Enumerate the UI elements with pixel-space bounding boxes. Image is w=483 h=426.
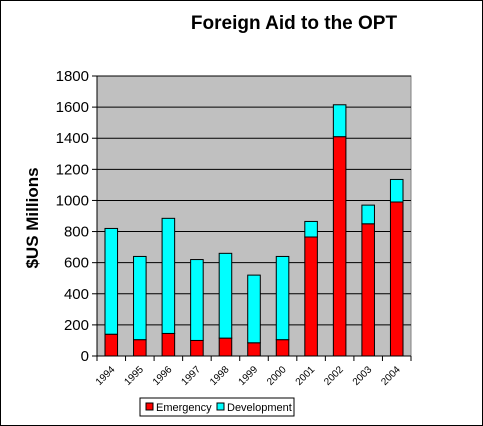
y-tick-label: 0 <box>81 348 89 365</box>
y-tick-label: 600 <box>64 255 89 272</box>
x-tick-label: 1996 <box>151 364 175 388</box>
legend-swatch-emergency <box>145 402 154 411</box>
legend-label-emergency: Emergency <box>156 402 212 414</box>
legend-label-development: Development <box>227 402 292 414</box>
y-tick-label: 800 <box>64 224 89 241</box>
x-tick-label: 1997 <box>180 364 204 388</box>
bar-emergency <box>332 136 347 357</box>
x-tick-label: 2003 <box>351 364 375 388</box>
bar-development <box>361 204 375 225</box>
bar-emergency <box>247 342 261 357</box>
x-tick-label: 1999 <box>237 364 261 388</box>
x-tick-label: 2000 <box>265 364 289 388</box>
y-tick-label: 1800 <box>56 68 89 85</box>
y-axis-label: $US Millions <box>23 167 42 268</box>
x-tick-label: 2004 <box>379 364 403 388</box>
x-tick-label: 2001 <box>294 364 318 388</box>
y-tick-label: 1600 <box>56 99 89 116</box>
bar-development <box>104 227 119 335</box>
y-tick-label: 400 <box>64 286 89 303</box>
bar-development <box>161 217 176 334</box>
x-tick-label: 2002 <box>322 364 346 388</box>
legend-swatch-development <box>216 402 225 411</box>
chart-title: Foreign Aid to the OPT <box>191 13 398 34</box>
bar-emergency <box>190 339 204 357</box>
y-tick-label: 200 <box>64 317 89 334</box>
bar-emergency <box>218 337 233 357</box>
y-tick-label: 1400 <box>56 130 89 147</box>
bar-development <box>133 255 147 341</box>
y-tick-label: 1000 <box>56 192 89 209</box>
bar-emergency <box>361 223 375 357</box>
bar-emergency <box>104 333 119 357</box>
x-tick-label: 1998 <box>208 364 232 388</box>
bar-emergency <box>389 201 404 357</box>
bar-emergency <box>275 339 290 357</box>
bar-development <box>389 178 404 203</box>
bar-development <box>218 252 233 339</box>
bar-emergency <box>304 236 318 357</box>
bar-development <box>247 274 261 344</box>
bar-emergency <box>161 332 176 357</box>
x-tick-label: 1995 <box>122 364 146 388</box>
legend: Emergency Development <box>139 397 295 417</box>
bar-development <box>275 255 290 341</box>
y-tick-label: 1200 <box>56 161 89 178</box>
bar-emergency <box>133 339 147 357</box>
bar-development <box>190 259 204 341</box>
bar-development <box>332 104 347 138</box>
x-tick-label: 1994 <box>94 364 118 388</box>
bar-development <box>304 220 318 238</box>
